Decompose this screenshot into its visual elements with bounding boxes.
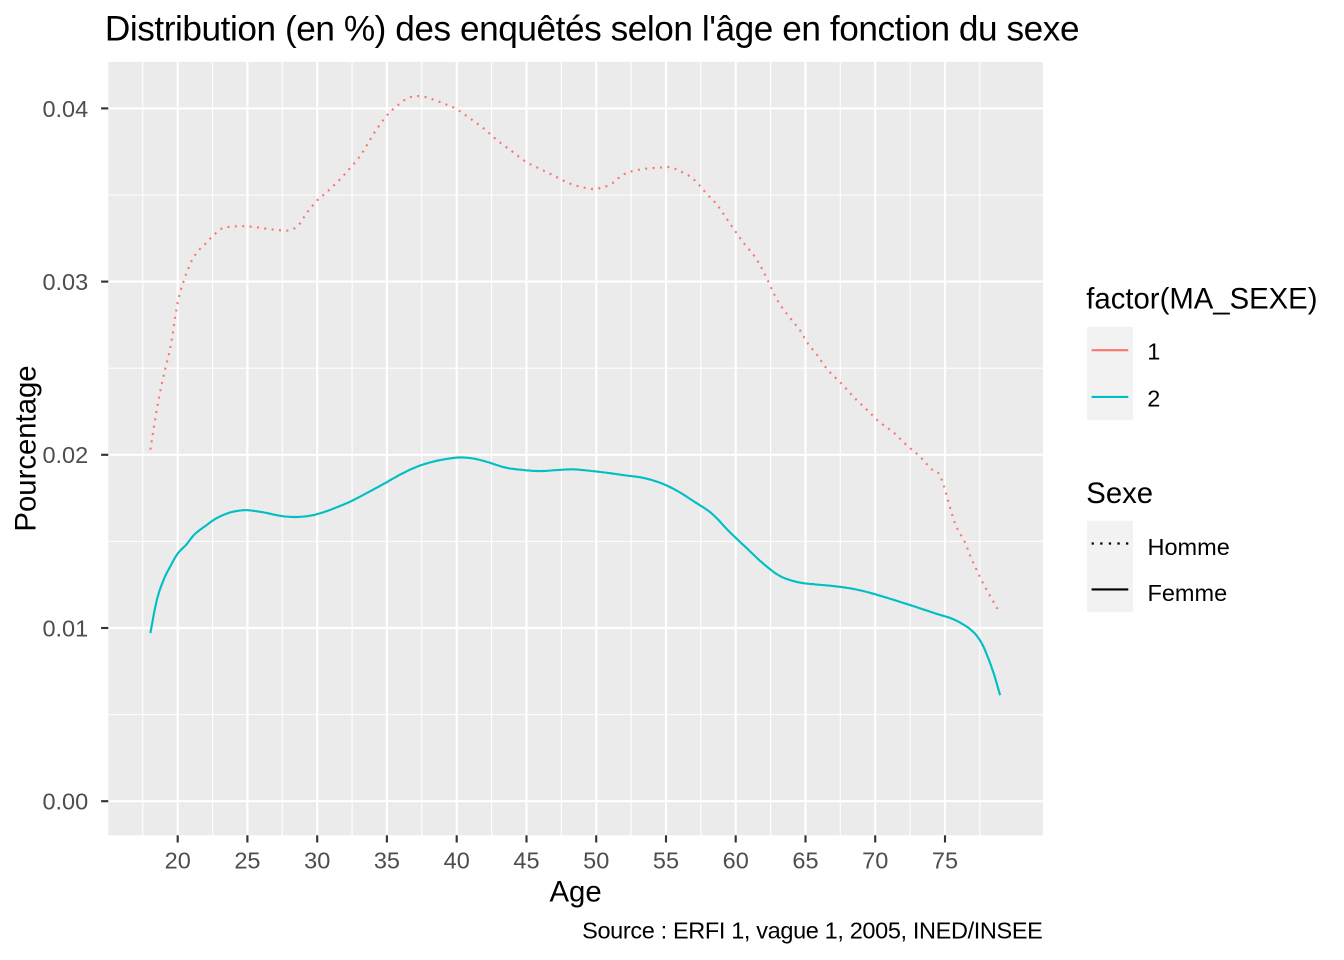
- svg-text:2: 2: [1147, 385, 1160, 411]
- svg-text:40: 40: [444, 848, 470, 874]
- svg-text:0.00: 0.00: [42, 789, 88, 815]
- svg-text:35: 35: [374, 848, 400, 874]
- svg-text:30: 30: [304, 848, 330, 874]
- svg-text:Femme: Femme: [1148, 580, 1228, 606]
- svg-text:Source : ERFI 1, vague 1, 2005: Source : ERFI 1, vague 1, 2005, INED/INS…: [582, 917, 1042, 943]
- svg-text:0.03: 0.03: [42, 269, 88, 295]
- svg-text:0.02: 0.02: [42, 442, 88, 468]
- svg-text:70: 70: [862, 848, 888, 874]
- svg-text:Distribution (en %) des enquêt: Distribution (en %) des enquêtés selon l…: [105, 10, 1079, 49]
- svg-text:25: 25: [234, 848, 260, 874]
- svg-text:20: 20: [165, 848, 191, 874]
- svg-text:0.01: 0.01: [42, 615, 88, 641]
- svg-text:Sexe: Sexe: [1086, 477, 1153, 510]
- svg-text:Homme: Homme: [1148, 534, 1230, 560]
- svg-text:45: 45: [513, 848, 539, 874]
- svg-text:75: 75: [932, 848, 958, 874]
- svg-text:Pourcentage: Pourcentage: [9, 365, 42, 531]
- svg-text:65: 65: [792, 848, 818, 874]
- svg-text:1: 1: [1147, 339, 1160, 365]
- svg-text:60: 60: [723, 848, 749, 874]
- svg-text:0.04: 0.04: [42, 96, 88, 122]
- svg-text:Age: Age: [550, 876, 602, 909]
- svg-text:55: 55: [653, 848, 679, 874]
- svg-text:50: 50: [583, 848, 609, 874]
- svg-text:factor(MA_SEXE): factor(MA_SEXE): [1086, 283, 1317, 316]
